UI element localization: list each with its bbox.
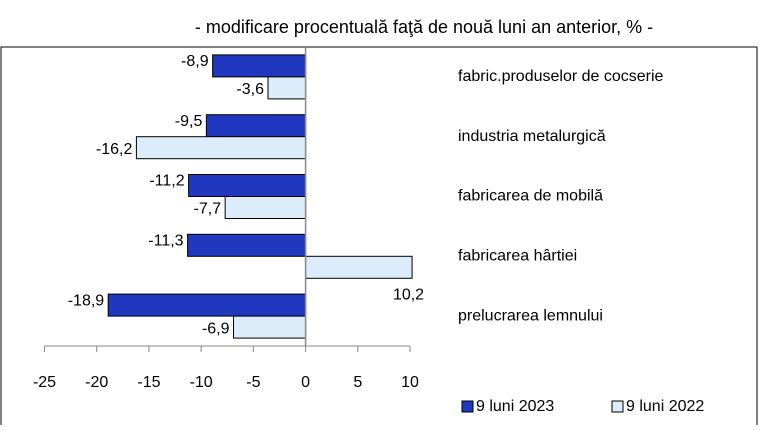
bar (305, 255, 413, 279)
bar (188, 174, 307, 197)
x-tick-label: 0 (301, 374, 310, 391)
value-label: -11,3 (148, 233, 183, 250)
value-label: -3,6 (236, 81, 264, 98)
value-label: -11,2 (149, 173, 184, 190)
chart-subtitle: - modificare procentuală faţă de nouă lu… (195, 17, 653, 37)
bar (212, 54, 307, 78)
value-label: -7,7 (194, 201, 222, 218)
category-label: industria metalurgică (458, 128, 606, 145)
legend-label: 9 luni 2022 (626, 398, 704, 415)
x-tick-label: 5 (353, 374, 362, 391)
category-label: fabric.produselor de cocserie (458, 68, 664, 85)
value-label: 10,2 (393, 287, 424, 304)
value-label: -6,9 (202, 320, 230, 337)
x-tick-label: -10 (190, 374, 213, 391)
bar (205, 114, 307, 138)
chart-frame (0, 46, 758, 430)
x-tick-label: -25 (33, 374, 56, 391)
bar (267, 76, 307, 100)
x-tick-label: -20 (85, 374, 108, 391)
value-label: -9,5 (175, 113, 203, 130)
bar (233, 315, 307, 339)
value-label: -16,2 (96, 141, 133, 158)
bar (224, 196, 307, 219)
bar (107, 293, 307, 317)
value-label: -18,9 (68, 292, 105, 309)
bar (187, 233, 307, 257)
category-label: fabricarea hârtiei (458, 248, 577, 265)
legend-swatch (461, 400, 474, 413)
category-label: prelucrarea lemnului (458, 307, 603, 324)
legend-swatch (611, 400, 624, 413)
x-tick-label: -15 (137, 374, 160, 391)
value-label: -8,9 (181, 53, 209, 70)
category-label: fabricarea de mobilă (458, 188, 603, 205)
legend-label: 9 luni 2023 (476, 398, 554, 415)
x-tick-label: 10 (401, 374, 419, 391)
bar (135, 136, 307, 160)
x-tick-label: -5 (246, 374, 260, 391)
